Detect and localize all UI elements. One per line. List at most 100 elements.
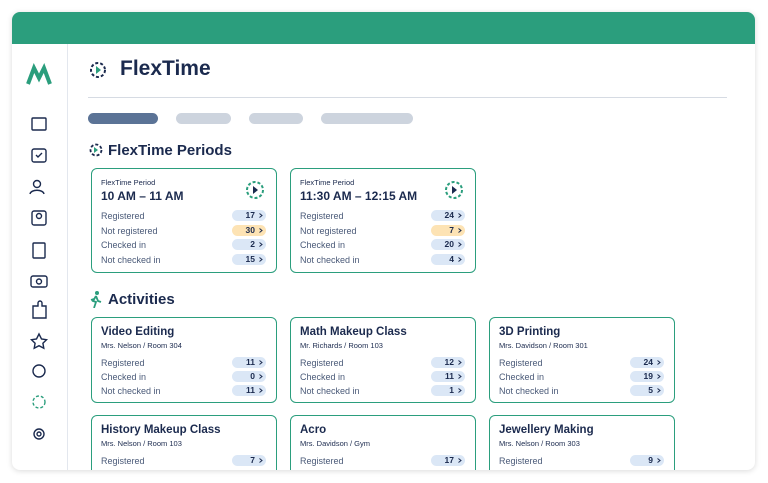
stat-badge[interactable]: 1 [431,385,465,396]
stat-badge[interactable]: 12 [431,357,465,368]
stat-label: Not checked in [499,386,559,396]
stat-badge[interactable]: 19 [630,371,664,382]
stat-badge[interactable]: 4 [431,254,465,266]
tab[interactable] [176,113,231,124]
chevron [259,388,263,393]
stat-badge[interactable]: 30 [232,224,266,236]
tab[interactable] [88,113,158,124]
chevron [458,213,462,218]
stat-row: Registered 11 [101,357,266,369]
activity-name: History Makeup Class [101,424,221,436]
stat-badge[interactable]: 20 [431,239,465,251]
activity-card[interactable]: History Makeup Class Mrs. Nelson / Room 1… [91,415,277,470]
stat-row: Registered 12 [300,357,465,369]
chevron [259,257,263,262]
chevron [259,227,263,233]
chevron [458,227,462,233]
chevron [259,213,263,218]
period-icon [246,181,264,199]
stat-badge[interactable]: 2 [232,239,266,251]
stat-row: Not checked in 5 [499,385,664,397]
stat-value: 24 [444,210,454,220]
stat-label: Registered [300,358,344,368]
stat-label: Registered [101,456,145,466]
activity-name: Acro [300,424,327,436]
stat-value: 0 [250,371,255,381]
stat-label: Checked in [101,372,147,382]
flextime-icon [90,62,106,78]
stat-row: Not registered 7 [300,224,465,237]
stat-badge[interactable]: 7 [431,224,465,236]
stat-row: Not checked in 11 [101,385,266,397]
stat-value: 4 [449,254,454,265]
activity-card[interactable]: 3D Printing Mrs. Davidson / Room 301 Regis… [489,317,675,403]
period-time: 10 AM – 11 AM [101,189,184,203]
activity-teacher: Mrs. Davidson / Room 301 [499,341,588,350]
stat-row: Registered 7 [101,455,266,467]
stat-row: Checked in 11 [300,371,465,383]
period-card[interactable]: FlexTime Period 10 AM – 11 AM Registered 17… [91,168,277,273]
stat-badge[interactable]: 0 [232,371,266,382]
section-icon [90,291,102,308]
stat-badge[interactable]: 5 [630,385,664,396]
chevron [259,458,263,463]
stat-value: 11 [445,371,454,381]
stat-value: 19 [643,371,653,381]
activity-teacher: Mrs. Davidson / Gym [300,439,371,448]
stat-label: Not checked in [300,386,360,396]
activity-card[interactable]: Math Makeup Class Mr. Richards / Room 103… [290,317,476,403]
tab[interactable] [321,113,413,124]
stat-row: Checked in 20 [300,239,465,251]
activity-card[interactable]: Jewellery Making Mrs. Nelson / Room 303 Re… [489,415,675,470]
activity-teacher: Mrs. Nelson / Room 103 [101,439,182,448]
stat-badge[interactable]: 7 [232,455,266,466]
activity-teacher: Mrs. Nelson / Room 304 [101,341,182,350]
stat-label: Checked in [300,240,346,251]
activity-name: Math Makeup Class [300,326,407,338]
stat-badge[interactable]: 24 [630,357,664,368]
activity-teacher: Mr. Richards / Room 103 [300,341,383,350]
activity-card[interactable]: Video Editing Mrs. Nelson / Room 304 Regis… [91,317,277,403]
tab[interactable] [249,113,303,124]
section-icon [89,143,103,157]
stat-label: Not registered [101,225,158,236]
chevron [259,374,263,379]
stat-label: Registered [499,358,543,368]
stat-row: Registered 17 [101,210,266,222]
activity-name: Jewellery Making [499,424,594,436]
sidebar [12,44,68,470]
section-title: Activities [108,291,175,308]
stat-badge[interactable]: 9 [630,455,664,466]
stat-value: 24 [643,357,653,367]
stat-row: Not registered 30 [101,224,266,237]
stat-value: 20 [444,239,454,250]
stat-value: 7 [449,224,454,235]
stat-badge[interactable]: 11 [431,371,465,382]
activity-card[interactable]: Acro Mrs. Davidson / Gym Registered 17 [290,415,476,470]
stat-row: Not checked in 15 [101,254,266,266]
stat-label: Registered [101,358,145,368]
chevron [657,360,661,365]
stat-badge[interactable]: 24 [431,210,465,221]
stat-badge[interactable]: 15 [232,254,266,266]
stat-badge[interactable]: 11 [232,385,266,396]
stat-label: Registered [300,456,344,466]
stat-value: 30 [245,224,255,235]
stat-badge[interactable]: 17 [232,210,266,221]
stat-row: Checked in 2 [101,239,266,251]
stat-value: 17 [245,210,255,220]
chevron [657,388,661,393]
chevron [458,458,462,463]
stat-value: 7 [250,455,255,465]
period-time: 11:30 AM – 12:15 AM [300,189,418,203]
stat-badge[interactable]: 17 [431,455,465,466]
period-card[interactable]: FlexTime Period 11:30 AM – 12:15 AM Regist… [290,168,476,273]
chevron [259,360,263,365]
stat-value: 1 [449,385,454,395]
stat-label: Registered [101,211,145,221]
chevron [458,242,462,248]
stat-badge[interactable]: 11 [232,357,266,368]
stat-label: Registered [300,211,344,221]
content: FlexTime FlexTime Periods Activities Fle… [12,12,755,470]
stat-row: Registered 9 [499,455,664,467]
